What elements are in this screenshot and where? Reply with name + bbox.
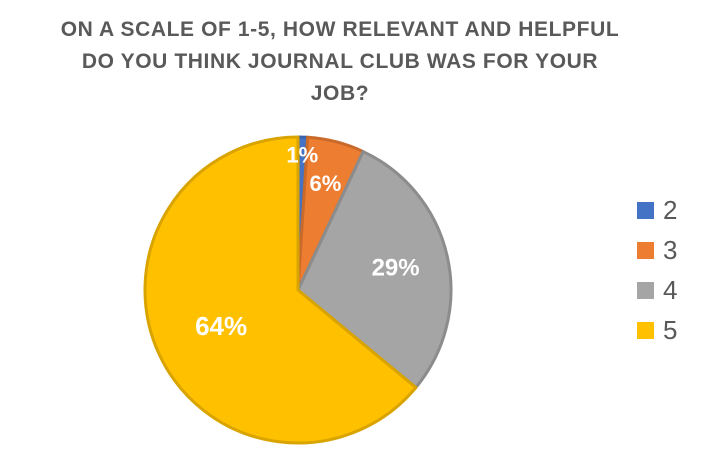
data-label-4: 29% — [372, 255, 420, 282]
legend: 2 3 4 5 — [637, 190, 677, 350]
legend-label-2: 2 — [663, 194, 678, 225]
chart-title-line-1: ON A SCALE OF 1-5, HOW RELEVANT AND HELP… — [60, 18, 620, 41]
legend-label-3: 3 — [663, 234, 678, 265]
legend-swatch-5 — [637, 321, 654, 339]
legend-label-4: 4 — [663, 274, 678, 305]
chart-title-line-3: JOB? — [310, 82, 370, 105]
chart-title-line-2: DO YOU THINK JOURNAL CLUB WAS FOR YOUR — [81, 50, 599, 73]
legend-item-2: 2 — [637, 190, 677, 230]
pie-slice-5 — [143, 135, 418, 445]
legend-swatch-3 — [637, 241, 654, 259]
legend-item-5: 5 — [637, 310, 677, 350]
legend-swatch-4 — [637, 281, 654, 299]
data-label-3: 6% — [309, 171, 341, 196]
legend-swatch-2 — [637, 201, 654, 219]
data-label-2: 1% — [286, 143, 318, 168]
chart-title: ON A SCALE OF 1-5, HOW RELEVANT AND HELP… — [0, 14, 680, 110]
legend-item-3: 3 — [637, 230, 677, 270]
legend-item-4: 4 — [637, 270, 677, 310]
legend-label-5: 5 — [663, 314, 678, 345]
data-label-5: 64% — [195, 311, 247, 341]
pie-slice-4 — [296, 150, 453, 390]
